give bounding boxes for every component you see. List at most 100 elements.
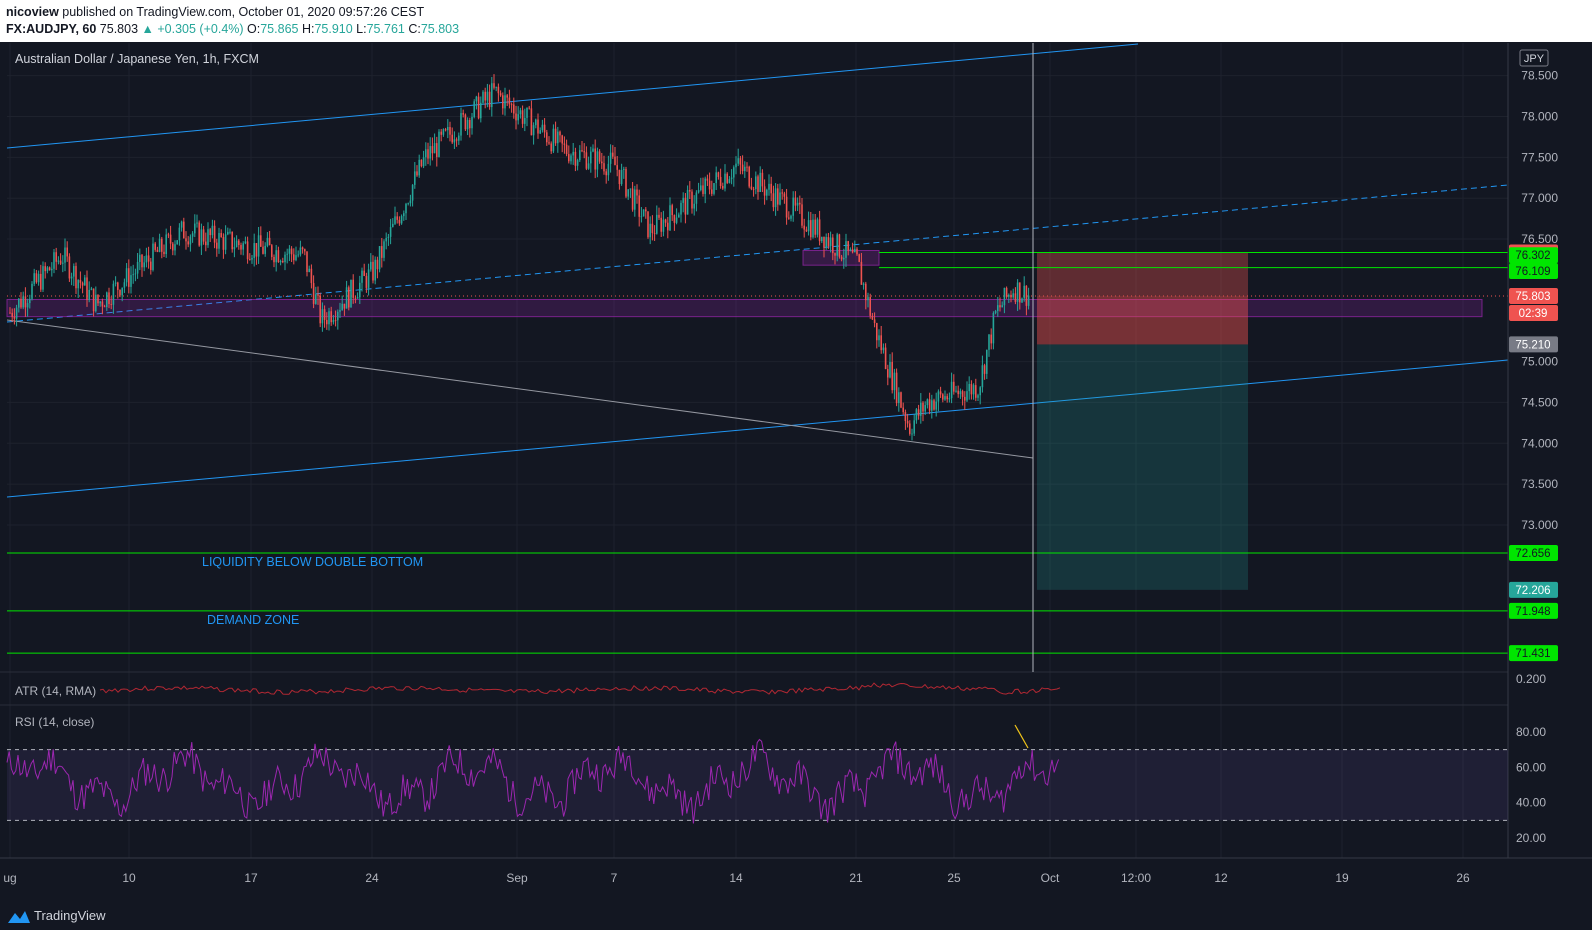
candle-body: [497, 86, 500, 94]
candle-body: [233, 247, 236, 250]
candle-body: [658, 214, 660, 218]
candle-body: [178, 227, 181, 241]
candle-body: [779, 192, 781, 205]
candle-body: [345, 287, 348, 309]
candle-body: [933, 400, 935, 410]
candle-body: [917, 409, 920, 416]
price-label-bg: [1509, 645, 1558, 662]
candle-body: [449, 126, 451, 135]
candle-body: [238, 240, 240, 246]
footer-brand[interactable]: TradingView: [34, 908, 106, 923]
candle-body: [128, 268, 130, 287]
price-axis-bg: [1508, 43, 1592, 858]
candle-body: [849, 249, 852, 251]
price-label: 72.206: [1515, 585, 1550, 597]
candle-body: [620, 169, 623, 185]
candle-body: [418, 159, 420, 176]
candle-body: [119, 289, 121, 296]
candle-body: [803, 225, 805, 230]
candle-body: [999, 305, 1001, 308]
candle-body: [68, 256, 71, 279]
candle-body: [794, 197, 797, 206]
candle-body: [986, 349, 988, 374]
candle-body: [431, 146, 434, 154]
candle-body: [323, 309, 326, 320]
candle-body: [284, 254, 286, 263]
candle-body: [539, 130, 541, 134]
candle-body: [462, 113, 464, 115]
candle-body: [572, 151, 574, 156]
candle-body: [869, 297, 871, 316]
candle-body: [301, 247, 304, 250]
change-value: +0.305 (+0.4%): [157, 22, 244, 36]
candle-body: [772, 193, 775, 208]
time-axis: ug 10 17 24 Sep 7 14 21 25 Oct 12:00 12 19 26: [0, 857, 1592, 885]
atr-label: ATR (14, RMA): [15, 684, 96, 698]
candle-body: [702, 185, 704, 194]
candle-body: [548, 142, 550, 144]
candle-body: [895, 372, 898, 404]
candle-body: [22, 296, 24, 308]
candle-body: [440, 131, 442, 135]
candle-body: [506, 95, 508, 98]
candle-body: [363, 270, 365, 276]
candle-body: [748, 166, 750, 187]
candle-body: [409, 200, 412, 204]
price-tick-label: 73.500: [1521, 477, 1558, 491]
candle-body: [552, 128, 555, 152]
price-label-bg: [1509, 581, 1558, 598]
candle-body: [801, 204, 803, 226]
candle-body: [196, 222, 198, 224]
author-name[interactable]: nicoview: [6, 5, 59, 19]
candle-body: [392, 223, 394, 228]
candle-body: [601, 161, 603, 164]
candle-body: [812, 219, 814, 238]
price-chart[interactable]: LIQUIDITY BELOW DOUBLE BOTTOM DEMAND ZONE…: [0, 0, 1592, 900]
candle-body: [997, 305, 999, 311]
candle-body: [18, 298, 20, 308]
candle-body: [532, 125, 535, 136]
candle-body: [495, 86, 497, 88]
candle-body: [515, 113, 517, 121]
candle-body: [70, 276, 73, 279]
candle-body: [647, 211, 649, 238]
candle-body: [79, 280, 82, 283]
time-tick-label: 10: [122, 871, 136, 885]
atr-pane: ATR (14, RMA) 0.200: [15, 672, 1546, 698]
candle-body: [343, 303, 346, 309]
candle-body: [851, 249, 854, 253]
candle-body: [882, 347, 885, 351]
atr-value: 0.200: [1516, 672, 1546, 686]
candle-body: [26, 303, 29, 308]
rsi-tick-label: 60.00: [1516, 760, 1546, 774]
candle-body: [961, 391, 964, 397]
candle-body: [460, 113, 462, 136]
candle-body: [618, 169, 621, 185]
candle-body: [873, 319, 876, 324]
time-tick-label: 19: [1335, 871, 1349, 885]
candle-body: [891, 362, 893, 391]
candle-body: [686, 189, 689, 215]
candle-body: [893, 372, 896, 391]
candle-body: [249, 259, 251, 261]
candle-body: [378, 246, 381, 270]
price-label-bg: [1509, 287, 1558, 304]
candle-body: [788, 217, 790, 219]
candle-body: [176, 240, 178, 245]
candle-body: [656, 214, 658, 234]
trend-line: [6, 319, 1034, 459]
candle-body: [631, 188, 634, 210]
price-label: 75.803: [1515, 291, 1550, 303]
price-tick-label: 74.000: [1521, 436, 1558, 450]
candle-body: [491, 83, 493, 108]
candle-body: [966, 391, 968, 401]
candle-body: [1014, 293, 1017, 302]
rsi-line: [6, 738, 1060, 824]
candle-body: [110, 303, 112, 305]
candle-body: [482, 91, 484, 103]
candle-body: [163, 251, 165, 255]
candle-body: [229, 231, 231, 233]
candle-body: [121, 287, 123, 296]
channel-lower-line: [6, 359, 1509, 498]
price-label-bg: [1509, 602, 1558, 619]
